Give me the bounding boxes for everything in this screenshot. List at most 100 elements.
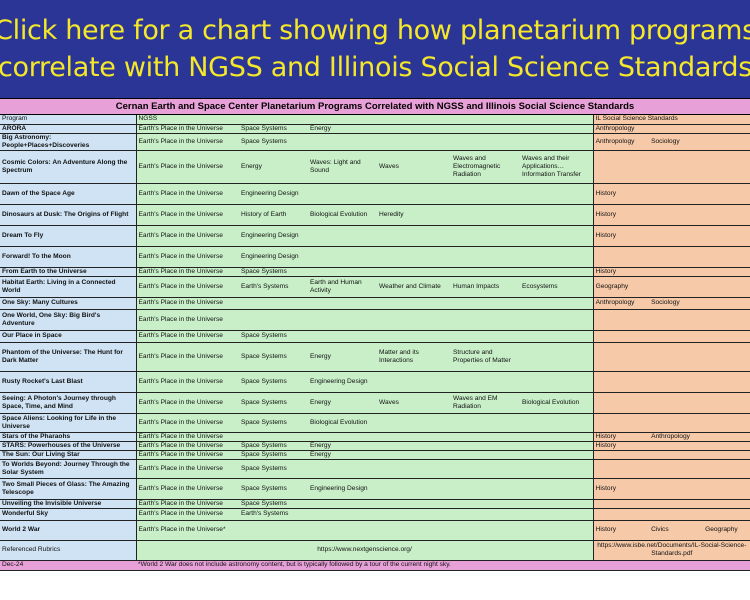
ngss-standard [520,508,594,521]
footer-note: *World 2 War does not include astronomy … [136,560,750,571]
il-standard: History [592,441,650,451]
table-row: Big Astronomy: People+Places+Discoveries… [0,133,750,151]
program-name: Dawn of the Space Age [0,183,137,205]
ngss-standard: Earth's Place in the Universe [136,432,239,442]
ngss-standard [520,441,594,451]
ngss-standard [520,450,594,460]
ngss-standard: Space Systems [239,267,308,277]
ngss-standard: Engineering Design [239,183,308,205]
table-row: Unveiling the Invisible Universe Earth's … [0,499,750,509]
il-standard [592,371,650,393]
ngss-standard: Earth's Place in the Universe [136,133,239,151]
il-standard [703,150,750,184]
il-standard [649,413,704,433]
il-standard [649,150,704,184]
ngss-standard [377,309,451,331]
il-rubric-link[interactable]: https://www.isbe.net/Documents/IL-Social… [592,540,750,561]
table-row: Two Small Pieces of Glass: The Amazing T… [0,478,750,500]
program-name: STARS: Powerhouses of the Universe [0,441,137,451]
ngss-standard [451,478,520,500]
ngss-standard: Earth's Place in the Universe [136,267,239,277]
program-name: ĀRŌRA [0,124,137,134]
ngss-standard: Human Impacts [451,276,520,298]
ngss-standard [308,267,377,277]
il-standard [649,309,704,331]
ngss-standard: Space Systems [239,124,308,134]
il-standard: Anthropology [592,124,650,134]
header-il-standards: IL Social Science Standards [592,115,750,125]
chart-link-banner[interactable]: Click here for a chart showing how plane… [0,0,750,98]
il-standard [649,478,704,500]
ngss-standard [520,225,594,247]
ngss-standard: Earth's Systems [239,276,308,298]
il-standard [703,508,750,521]
ngss-standard [520,330,594,343]
il-standard [649,330,704,343]
program-name: Phantom of the Universe: The Hunt for Da… [0,342,137,372]
ngss-standard: Biological Evolution [308,413,377,433]
il-standard: Geography [592,276,650,298]
ngss-standard: Earth's Place in the Universe [136,124,239,134]
ngss-standard [451,371,520,393]
ngss-standard [239,520,308,541]
ngss-standard: Waves and their Applications… Informatio… [520,150,594,184]
ngss-standard [377,478,451,500]
program-name: Forward! To the Moon [0,246,137,268]
il-standard [649,392,704,414]
il-standard [703,267,750,277]
il-standard [703,133,750,151]
il-standard [703,276,750,298]
ngss-standard: Space Systems [239,133,308,151]
table-row: Dream To Fly Earth's Place in the Univers… [0,225,750,247]
il-standard: History [592,267,650,277]
ngss-standard: Energy [308,342,377,372]
table-row: Dawn of the Space Age Earth's Place in th… [0,183,750,205]
ngss-standard [451,413,520,433]
il-standard: Anthropology [592,297,650,310]
ngss-standard [451,297,520,310]
ngss-standard [308,508,377,521]
ngss-standard [377,225,451,247]
ngss-standard [239,309,308,331]
ngss-standard [520,133,594,151]
ngss-rubric-link[interactable]: https://www.nextgenscience.org/ [136,540,594,561]
ngss-standard [377,297,451,310]
ngss-standard: Energy [239,150,308,184]
ngss-standard: Space Systems [239,330,308,343]
il-standard [703,246,750,268]
table-row: One Sky: Many Cultures Earth's Place in t… [0,297,750,310]
ngss-standard [451,330,520,343]
table-row: Forward! To the Moon Earth's Place in the… [0,246,750,268]
ngss-standard: Earth's Place in the Universe [136,441,239,451]
table-row: ĀRŌRA Earth's Place in the Universe Space … [0,124,750,134]
rubrics-row: Referenced Rubrics https://www.nextgensci… [0,540,750,561]
ngss-standard [451,520,520,541]
table-row: Our Place in Space Earth's Place in the U… [0,330,750,343]
table-row: Stars of the Pharaohs Earth's Place in th… [0,432,750,442]
il-standard [649,267,704,277]
il-standard [649,246,704,268]
program-name: Two Small Pieces of Glass: The Amazing T… [0,478,137,500]
il-standard [703,330,750,343]
ngss-standard [308,459,377,479]
program-name: Rusty Rocket's Last Blast [0,371,137,393]
ngss-standard [520,499,594,509]
ngss-standard [520,183,594,205]
table-row: From Earth to the Universe Earth's Place … [0,267,750,277]
footer-row: Dec-24 *World 2 War does not include astr… [0,560,750,571]
ngss-standard [377,413,451,433]
ngss-standard [377,459,451,479]
ngss-standard: Structure and Properties of Matter [451,342,520,372]
ngss-standard [520,478,594,500]
ngss-standard [377,432,451,442]
il-standard [703,441,750,451]
table-row: To Worlds Beyond: Journey Through the So… [0,459,750,479]
ngss-standard: Space Systems [239,499,308,509]
il-standard: Anthropology [592,133,650,151]
il-standard [703,124,750,134]
ngss-standard: Biological Evolution [308,204,377,226]
ngss-standard: Matter and its Interactions [377,342,451,372]
ngss-standard [377,246,451,268]
table-row: Rusty Rocket's Last Blast Earth's Place i… [0,371,750,393]
ngss-standard: Earth's Place in the Universe [136,342,239,372]
